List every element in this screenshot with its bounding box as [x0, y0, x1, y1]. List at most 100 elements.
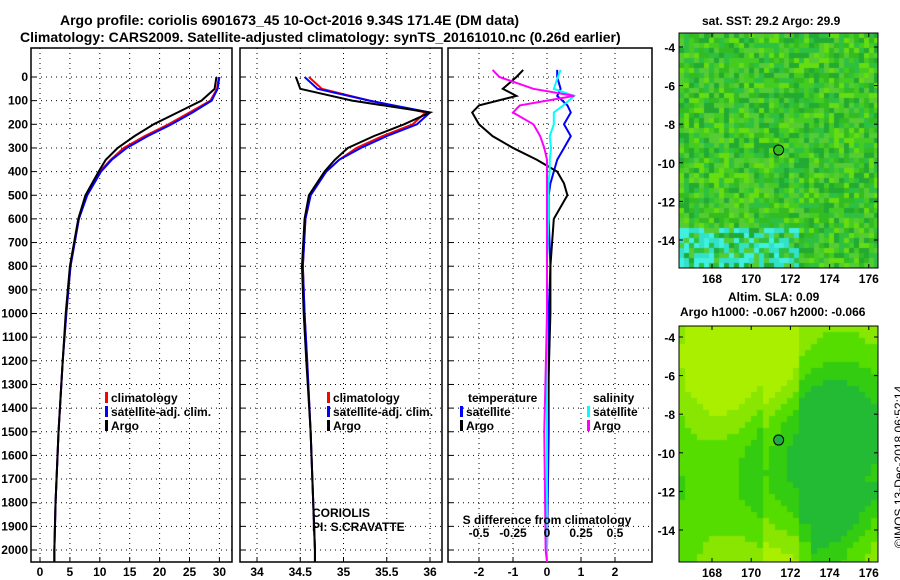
panel-3: -2-1012T difference from climatology [447, 47, 653, 579]
map-x-tick-label: 176 [859, 566, 879, 580]
s-diff-tick-label: -0.25 [499, 526, 527, 540]
credit-line1: CORIOLIS [312, 506, 370, 520]
s-diff-tick-label: 0.25 [569, 526, 593, 540]
map-y-tick-label: -12 [658, 195, 676, 209]
figure-title-line2: Climatology: CARS2009. Satellite-adjuste… [20, 29, 621, 45]
y-tick-label: 500 [8, 188, 28, 202]
y-tick-label: 1800 [1, 496, 28, 510]
y-tick-label: 1400 [1, 401, 28, 415]
x-tick-label: 0 [544, 565, 551, 579]
argo-location-marker [773, 434, 785, 446]
legend-t-argo-label: Argo [111, 419, 139, 433]
sst-map-title: sat. SST: 29.2 Argo: 29.9 [702, 14, 841, 28]
x-tick-label: 34.5 [289, 565, 313, 579]
map-x-tick-label: 176 [859, 272, 879, 286]
x-tick-label: 34 [250, 565, 264, 579]
panel-1: 0100200300400500600700800900100011001200… [1, 47, 233, 579]
legend-sdiff-argo-label: Argo [593, 419, 621, 433]
y-tick-label: 1900 [1, 519, 28, 533]
map-x-tick-label: 170 [741, 566, 761, 580]
plot-frame [30, 47, 233, 563]
x-tick-label: 2 [612, 565, 619, 579]
sla-map-frame [678, 325, 879, 563]
sla-map-title2: Argo h1000: -0.067 h2000: -0.066 [680, 305, 866, 319]
map-y-tick-label: -4 [664, 331, 675, 345]
y-tick-label: 1300 [1, 377, 28, 391]
x-tick-label: 15 [123, 565, 137, 579]
map-y-tick-label: -14 [658, 524, 676, 538]
x-tick-label: -2 [474, 565, 485, 579]
y-tick-label: 200 [8, 117, 28, 131]
s-diff-axis-label: S difference from climatology [463, 513, 632, 527]
s-diff-tick-label: -0.5 [469, 526, 490, 540]
y-tick-label: 1000 [1, 307, 28, 321]
map-y-tick-label: -6 [664, 370, 675, 384]
legend-t-clim-label: climatology [111, 391, 178, 405]
series-line-t-argo [470, 69, 569, 562]
legend-t-argo-swatch [105, 420, 108, 431]
map-y-tick-label: -8 [664, 408, 675, 422]
legend-sdiff-argo-swatch [587, 420, 590, 431]
map-y-tick-label: -6 [664, 80, 675, 94]
plot-frame [447, 47, 653, 563]
series-line-argo [53, 76, 218, 562]
map-y-tick-label: -8 [664, 118, 675, 132]
y-tick-label: 400 [8, 165, 28, 179]
x-tick-label: 10 [93, 565, 107, 579]
map-x-tick-label: 168 [702, 566, 722, 580]
sla-map-title1: Altim. SLA: 0.09 [728, 290, 820, 304]
s-diff-tick-label: 0 [544, 526, 551, 540]
figure-title-line1: Argo profile: coriolis 6901673_45 10-Oct… [60, 12, 520, 28]
legend-salinity-heading: salinity [593, 391, 635, 405]
legend-s-clim-label: climatology [333, 391, 400, 405]
legend-s-argo-label: Argo [333, 419, 361, 433]
legend-s-sat-label: satellite-adj. clim. [333, 405, 433, 419]
credit-line2: PI: S.CRAVATTE [312, 520, 405, 534]
legend-t-sat-swatch [105, 406, 108, 417]
x-tick-label: 0 [37, 565, 44, 579]
y-tick-label: 1500 [1, 425, 28, 439]
series-line-t-satellite [546, 69, 572, 562]
series-line-s-argo [491, 69, 575, 562]
legend-tdiff-argo-label: Argo [466, 419, 494, 433]
x-tick-label: 36 [423, 565, 437, 579]
legend-tdiff-sat-label: satellite [466, 405, 511, 419]
y-tick-label: 300 [8, 141, 28, 155]
y-tick-label: 800 [8, 259, 28, 273]
map-x-tick-label: 172 [780, 272, 800, 286]
map-x-tick-label: 170 [741, 272, 761, 286]
legend-t-sat-label: satellite-adj. clim. [111, 405, 211, 419]
y-tick-label: 900 [8, 283, 28, 297]
legend-s-clim-swatch [327, 392, 330, 403]
legend-tdiff-sat-swatch [460, 406, 463, 417]
y-tick-label: 100 [8, 94, 28, 108]
y-tick-label: 1600 [1, 448, 28, 462]
argo-location-marker [773, 144, 785, 156]
map-x-tick-label: 172 [780, 566, 800, 580]
y-tick-label: 1200 [1, 354, 28, 368]
x-tick-label: 5 [67, 565, 74, 579]
map-y-tick-label: -4 [664, 41, 675, 55]
x-tick-label: 25 [183, 565, 197, 579]
map-y-tick-label: -14 [658, 234, 676, 248]
map-x-tick-label: 168 [702, 272, 722, 286]
map-x-tick-label: 174 [820, 272, 840, 286]
y-tick-label: 1100 [2, 330, 28, 344]
y-tick-label: 0 [21, 70, 28, 84]
legend-sdiff-sat-label: satellite [593, 405, 638, 419]
x-tick-label: 35 [337, 565, 351, 579]
legend-t-clim-swatch [105, 392, 108, 403]
legend-sdiff-sat-swatch [587, 406, 590, 417]
y-tick-label: 600 [8, 212, 28, 226]
y-tick-label: 2000 [1, 543, 28, 557]
plot-frame [239, 47, 443, 563]
legend-s-sat-swatch [327, 406, 330, 417]
y-tick-label: 1700 [1, 472, 28, 486]
map-x-tick-label: 174 [820, 566, 840, 580]
sst-map-frame [678, 32, 879, 269]
map-y-tick-label: -10 [658, 447, 676, 461]
